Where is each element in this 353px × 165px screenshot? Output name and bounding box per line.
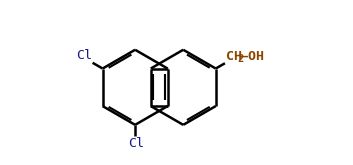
Text: Cl: Cl	[76, 49, 92, 62]
Text: —OH: —OH	[240, 50, 264, 63]
Text: Cl: Cl	[128, 137, 144, 150]
Text: CH: CH	[226, 50, 242, 63]
Text: 2: 2	[237, 54, 243, 64]
